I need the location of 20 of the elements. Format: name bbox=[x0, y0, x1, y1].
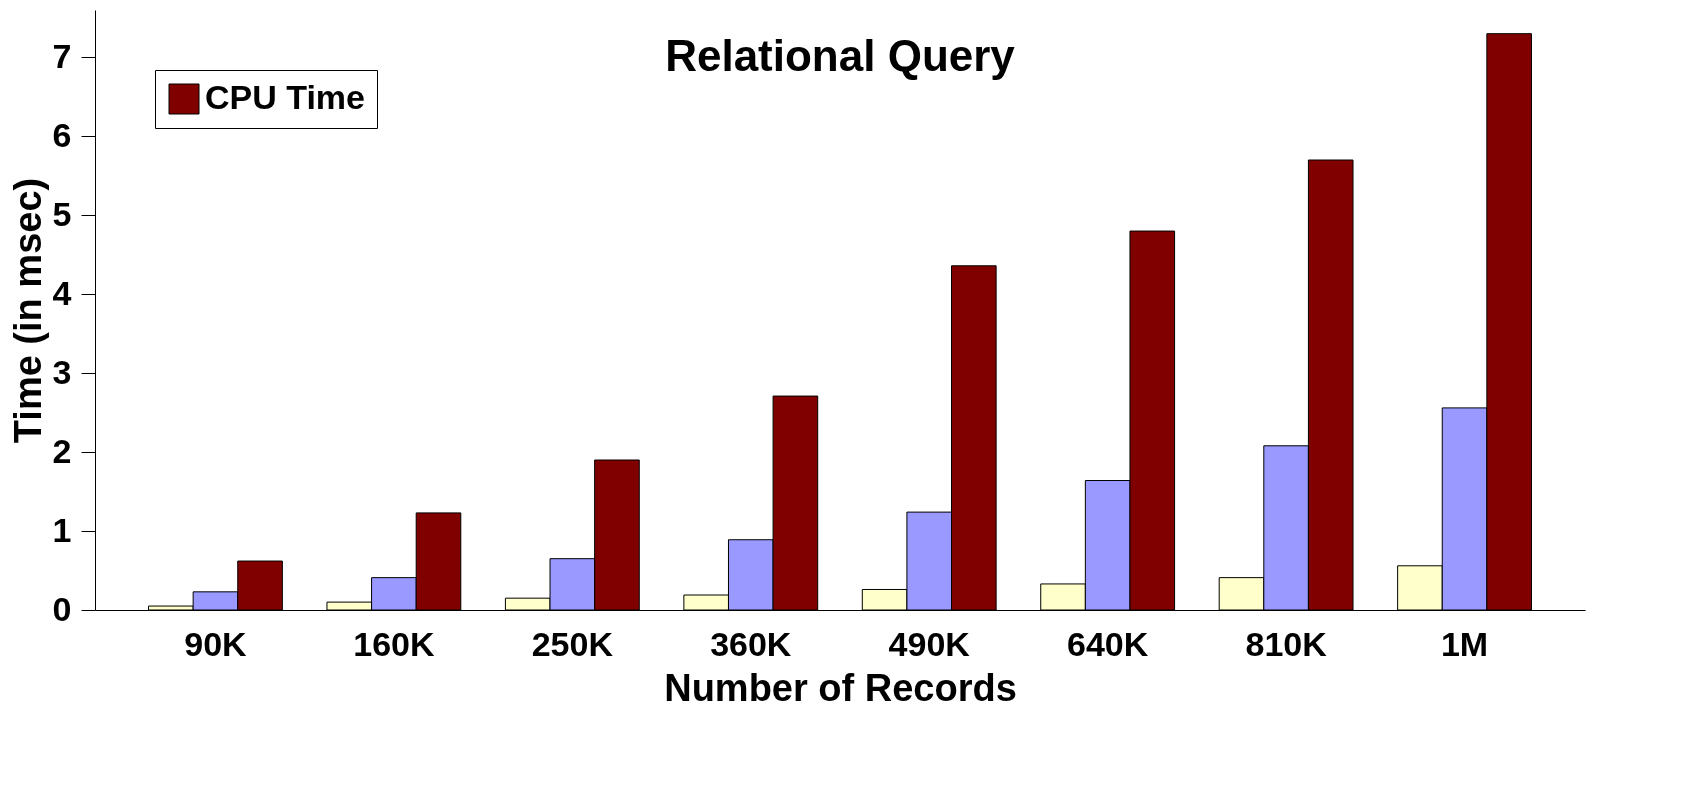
y-tick-label: 3 bbox=[52, 352, 72, 391]
x-tick-label: 250K bbox=[531, 624, 614, 663]
y-tick-label: 7 bbox=[52, 36, 72, 75]
x-axis-title: Number of Records bbox=[664, 666, 1017, 709]
y-tick-label: 4 bbox=[52, 273, 72, 312]
y-tick-label: 5 bbox=[52, 194, 72, 233]
x-tick-label: 810K bbox=[1245, 624, 1328, 663]
x-tick-label: 160K bbox=[353, 624, 435, 663]
y-tick-label: 2 bbox=[52, 431, 72, 470]
x-tick-label: 640K bbox=[1067, 624, 1149, 663]
x-tick-label: 360K bbox=[710, 624, 792, 663]
x-tick-label: 1M bbox=[1440, 624, 1489, 663]
y-tick-label: 6 bbox=[52, 115, 72, 154]
legend-label: CPU Time bbox=[205, 78, 365, 116]
y-axis-title: Time (in msec) bbox=[6, 177, 49, 444]
y-tick-label: 1 bbox=[52, 510, 72, 549]
y-tick-label: 0 bbox=[52, 589, 72, 628]
x-tick-label: 90K bbox=[184, 624, 248, 663]
x-tick-label: 490K bbox=[888, 624, 971, 663]
text: Relational Query bbox=[665, 31, 1016, 80]
